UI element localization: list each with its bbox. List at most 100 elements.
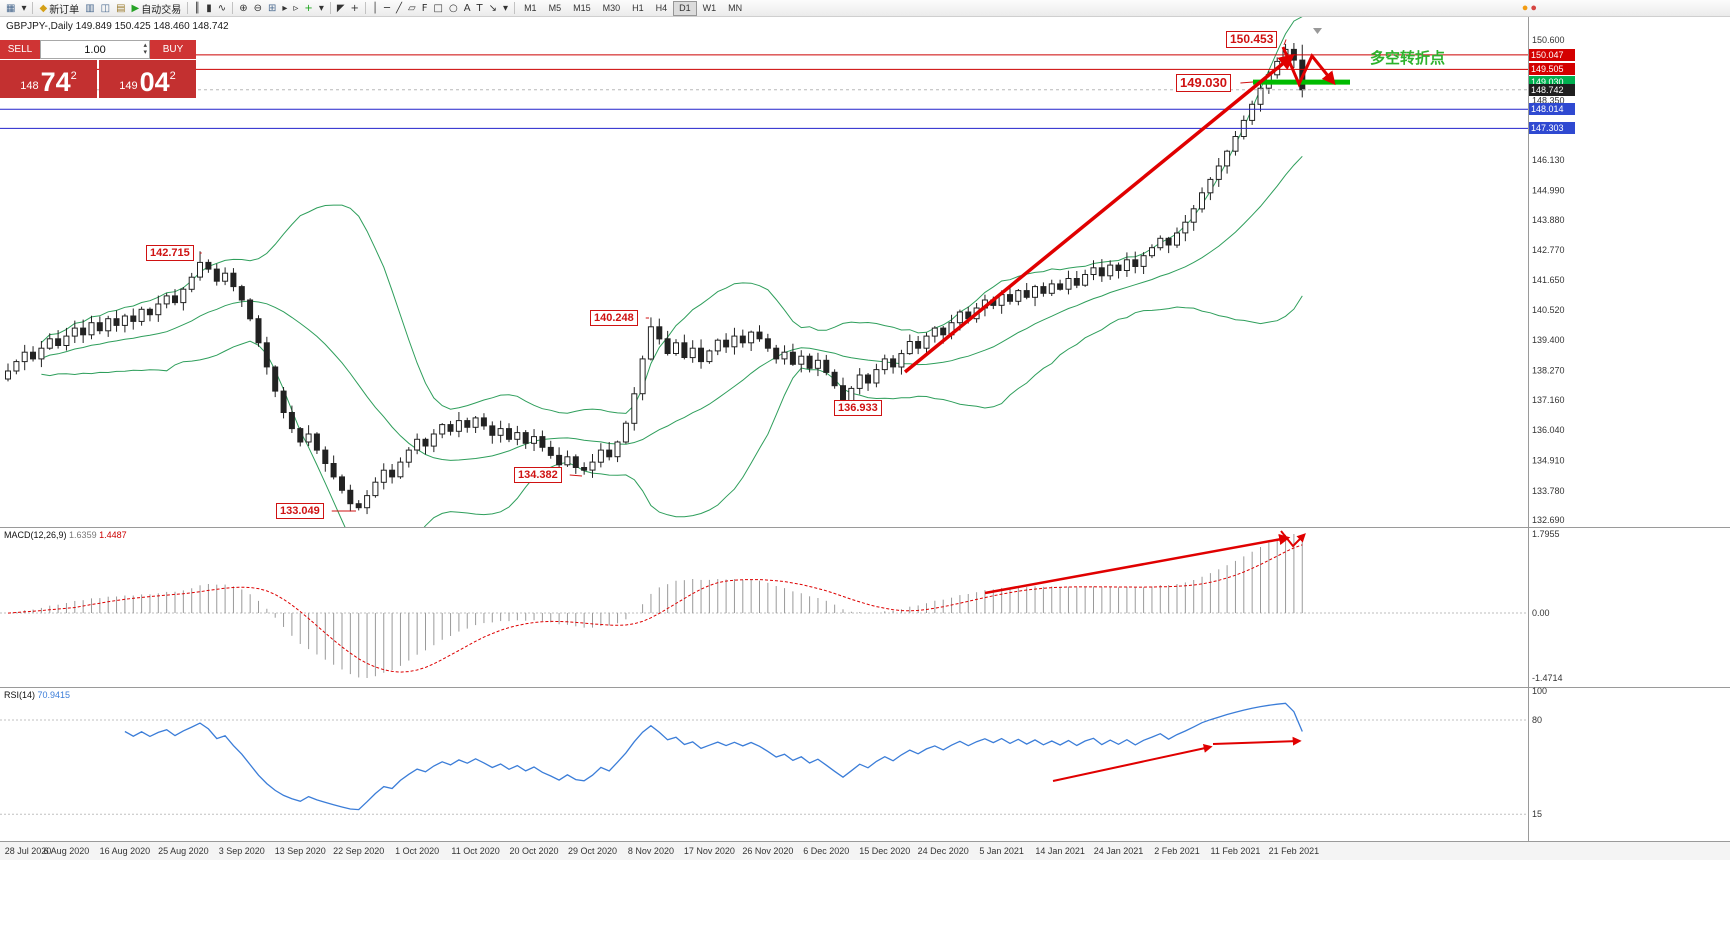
ellipse-icon[interactable]: ○: [446, 1, 461, 16]
timeframe-m1[interactable]: M1: [524, 2, 537, 13]
svg-text:16 Aug 2020: 16 Aug 2020: [100, 846, 151, 856]
candle-body: [773, 347, 780, 360]
timeframe-w1[interactable]: W1: [702, 2, 717, 13]
main-trend-arrow[interactable]: [903, 54, 1295, 374]
svg-text:17 Nov 2020: 17 Nov 2020: [684, 846, 735, 856]
candle-body: [806, 355, 813, 369]
timeframe-m30[interactable]: M30: [602, 2, 621, 13]
text-label-icon[interactable]: T: [474, 1, 486, 16]
timeframe-h1[interactable]: H1: [632, 2, 644, 13]
candle-body: [280, 390, 287, 414]
macd-trend-arrow[interactable]: [984, 533, 1291, 595]
crosshair-icon[interactable]: +: [348, 1, 362, 16]
candle-body: [1073, 278, 1080, 286]
sell-button[interactable]: SELL: [0, 40, 40, 59]
trendline-icon[interactable]: ╱: [393, 1, 405, 16]
candle-body: [689, 347, 696, 359]
svg-text:138.270: 138.270: [1532, 365, 1565, 375]
rsi-pane[interactable]: [0, 702, 1528, 815]
buy-button[interactable]: BUY: [150, 40, 196, 59]
indicators-icon: +: [304, 2, 313, 14]
vertical-line-icon[interactable]: │: [369, 1, 381, 16]
arrows-dropdown-icon[interactable]: ▾: [500, 1, 511, 16]
indicators-dropdown-icon[interactable]: ▾: [316, 1, 327, 16]
rsi-trend-arrow[interactable]: [1052, 743, 1213, 782]
level-lines[interactable]: [0, 54, 1528, 129]
fibonacci-icon[interactable]: F: [419, 1, 431, 16]
candle-body: [272, 366, 279, 392]
notification-icon[interactable]: ●: [1530, 2, 1537, 14]
alert-icon[interactable]: ●: [1521, 2, 1529, 14]
rsi-flat-arrow[interactable]: [1212, 736, 1302, 746]
drawing-objects[interactable]: [903, 46, 1336, 782]
data-window-icon: ◫: [100, 2, 111, 14]
candle-body: [188, 276, 195, 290]
channel-icon[interactable]: ▱: [405, 1, 419, 16]
timeframe-d1[interactable]: D1: [673, 0, 697, 16]
autotrading-button[interactable]: ▶ 自动交易: [129, 1, 185, 16]
bar-chart-icon[interactable]: ║: [191, 1, 203, 16]
candle-body: [606, 449, 613, 458]
svg-text:26 Nov 2020: 26 Nov 2020: [742, 846, 793, 856]
reversal-zigzag-arrow[interactable]: [1281, 46, 1336, 88]
sell-price-point: 2: [70, 70, 77, 82]
crosshair-icon: +: [350, 2, 359, 14]
data-window-icon[interactable]: ◫: [98, 1, 113, 16]
candlestick-chart-icon[interactable]: ▮: [203, 1, 215, 16]
tile-windows-icon[interactable]: ⊞: [265, 1, 279, 16]
line-chart-icon[interactable]: ∿: [215, 1, 229, 16]
svg-text:14 Jan 2021: 14 Jan 2021: [1035, 846, 1085, 856]
sell-price-display[interactable]: 148 74 2: [0, 60, 97, 98]
scroll-marker-icon[interactable]: [1313, 28, 1322, 34]
timeframe-mn[interactable]: MN: [728, 2, 743, 13]
volume-down-icon[interactable]: ▾: [143, 49, 147, 56]
navigator-icon: ▤: [116, 2, 126, 14]
buy-price-display[interactable]: 149 04 2: [99, 60, 196, 98]
candle-body: [238, 286, 245, 301]
shapes-icon[interactable]: □: [431, 1, 446, 16]
volume-stepper[interactable]: ▴ ▾: [143, 42, 147, 56]
zoom-out-icon[interactable]: ⊖: [251, 1, 265, 16]
svg-text:144.990: 144.990: [1532, 185, 1565, 195]
timeframe-m15[interactable]: M15: [573, 2, 591, 13]
svg-text:20 Oct 2020: 20 Oct 2020: [510, 846, 559, 856]
cursor-icon[interactable]: ◤: [334, 1, 348, 16]
candle-body: [898, 353, 905, 368]
svg-text:11 Oct 2020: 11 Oct 2020: [451, 846, 499, 856]
volume-input[interactable]: 1.00 ▴ ▾: [40, 40, 150, 59]
volume-up-icon[interactable]: ▴: [143, 42, 147, 49]
indicators-icon[interactable]: +: [301, 1, 315, 16]
arrows-icon[interactable]: ↘: [486, 1, 500, 16]
time-axis-background[interactable]: [0, 842, 1730, 860]
market-watch-icon[interactable]: ▥: [82, 1, 97, 16]
main-price-pane[interactable]: [0, 17, 1528, 567]
trend-note-text[interactable]: 多空转折点: [1370, 50, 1446, 67]
auto-scroll-icon[interactable]: ▸: [279, 1, 290, 16]
new-chart-icon[interactable]: ▦: [3, 1, 18, 16]
candle-body: [1132, 259, 1139, 267]
svg-text:24 Jan 2021: 24 Jan 2021: [1094, 846, 1144, 856]
candle-body: [464, 420, 471, 428]
macd-reversal-arrow[interactable]: [1280, 530, 1306, 548]
macd-pane[interactable]: [0, 534, 1528, 678]
candle-body: [1257, 87, 1264, 105]
chart-dropdown-icon[interactable]: ▾: [18, 1, 29, 16]
candle-body: [430, 433, 437, 447]
candle-body: [439, 424, 446, 435]
zoom-in-icon[interactable]: ⊕: [236, 1, 250, 16]
candle-body: [1098, 267, 1105, 277]
text-icon[interactable]: A: [461, 1, 474, 16]
indicators-dropdown-icon: ▾: [318, 2, 324, 14]
candle-body: [230, 272, 237, 288]
price-scale[interactable]: 150.600 148.350 146.130 144.990 143.880 142.7…: [1532, 35, 1565, 525]
navigator-icon[interactable]: ▤: [113, 1, 128, 16]
horizontal-line-icon[interactable]: ─: [381, 1, 393, 16]
candle-body: [956, 311, 963, 324]
timeframe-h4[interactable]: H4: [655, 2, 668, 13]
timeframe-m5[interactable]: M5: [548, 2, 562, 13]
new-order-button[interactable]: ◆ 新订单: [36, 1, 82, 16]
candle-body: [172, 295, 178, 304]
chart-shift-icon[interactable]: ▹: [290, 1, 301, 16]
